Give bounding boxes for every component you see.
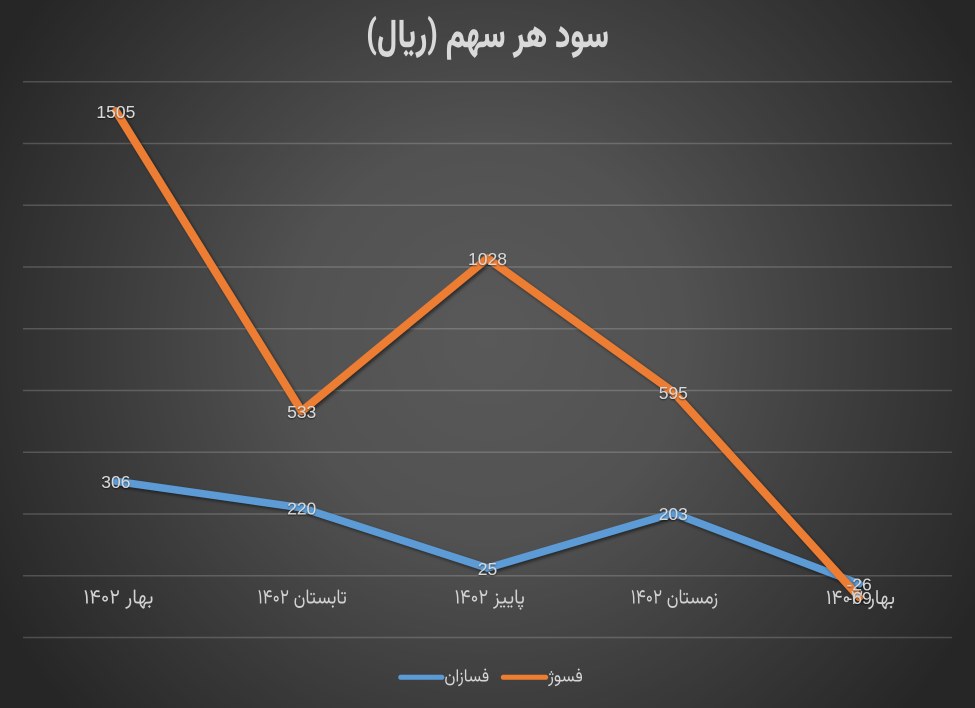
svg-text:595: 595 [659,383,688,403]
svg-text:25: 25 [478,559,497,579]
svg-text:306: 306 [101,472,130,492]
svg-text:203: 203 [659,504,688,524]
svg-text:533: 533 [287,402,316,422]
svg-text:-69: -69 [846,588,871,608]
svg-text:1028: 1028 [468,249,507,269]
svg-text:-26: -26 [846,575,871,595]
svg-text:1505: 1505 [96,102,135,122]
svg-text:220: 220 [287,499,316,519]
